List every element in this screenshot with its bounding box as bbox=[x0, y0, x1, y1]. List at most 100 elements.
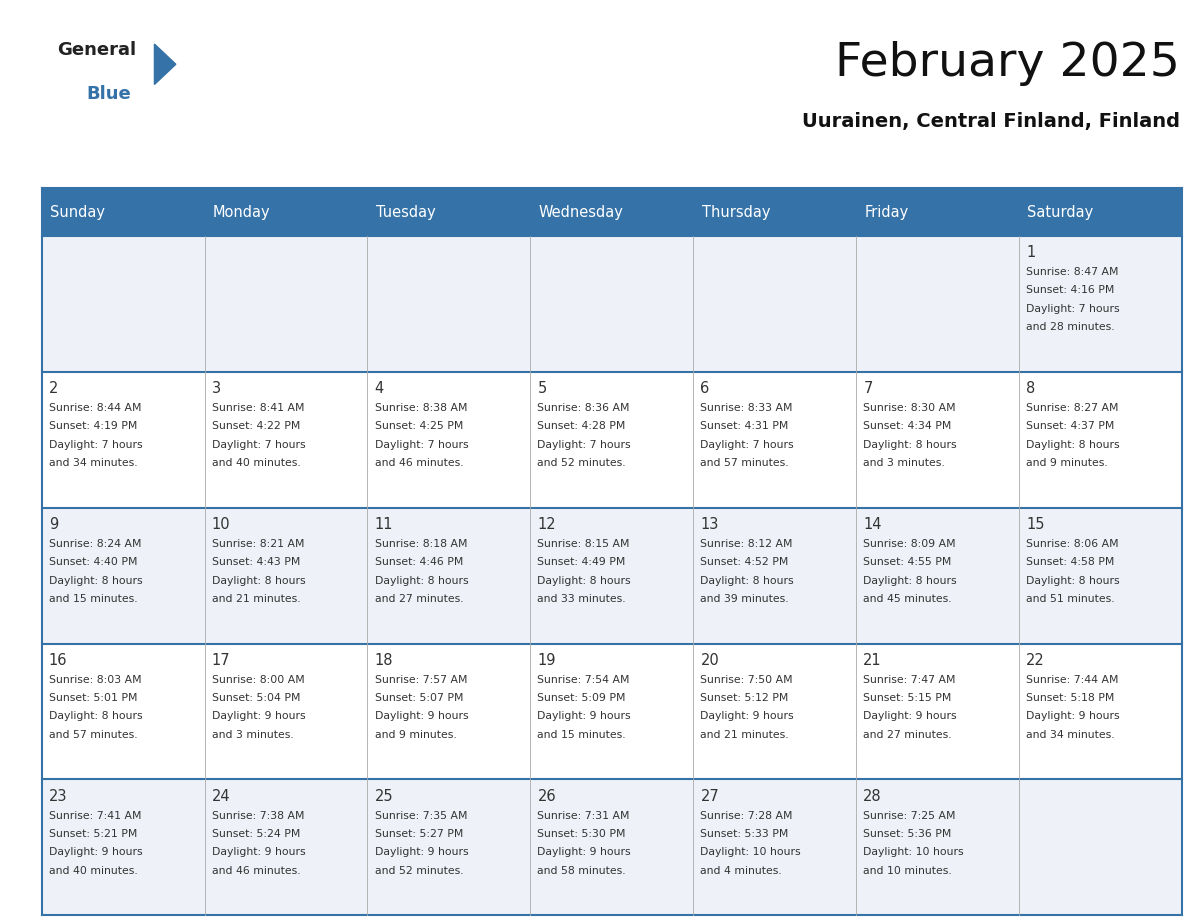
Text: 6: 6 bbox=[701, 381, 709, 396]
Text: Sunset: 4:22 PM: Sunset: 4:22 PM bbox=[211, 421, 301, 431]
Text: Sunset: 4:43 PM: Sunset: 4:43 PM bbox=[211, 557, 301, 567]
Text: 18: 18 bbox=[374, 653, 393, 667]
Text: Daylight: 9 hours: Daylight: 9 hours bbox=[374, 711, 468, 722]
Text: Sunset: 5:21 PM: Sunset: 5:21 PM bbox=[49, 829, 137, 839]
Text: February 2025: February 2025 bbox=[835, 41, 1180, 86]
Text: Sunset: 5:18 PM: Sunset: 5:18 PM bbox=[1026, 693, 1114, 703]
Text: and 51 minutes.: and 51 minutes. bbox=[1026, 594, 1114, 604]
Text: 24: 24 bbox=[211, 789, 230, 803]
Text: and 46 minutes.: and 46 minutes. bbox=[211, 866, 301, 876]
Text: Daylight: 9 hours: Daylight: 9 hours bbox=[211, 711, 305, 722]
Text: Daylight: 8 hours: Daylight: 8 hours bbox=[864, 440, 958, 450]
Text: Sunrise: 7:47 AM: Sunrise: 7:47 AM bbox=[864, 675, 956, 685]
Bar bbox=[42, 644, 1182, 779]
Text: Daylight: 8 hours: Daylight: 8 hours bbox=[1026, 576, 1120, 586]
Text: and 40 minutes.: and 40 minutes. bbox=[211, 458, 301, 468]
Text: Sunset: 4:31 PM: Sunset: 4:31 PM bbox=[701, 421, 789, 431]
Text: Daylight: 8 hours: Daylight: 8 hours bbox=[374, 576, 468, 586]
Text: 28: 28 bbox=[864, 789, 881, 803]
Text: 27: 27 bbox=[701, 789, 719, 803]
Text: Sunrise: 7:41 AM: Sunrise: 7:41 AM bbox=[49, 811, 141, 821]
Text: Daylight: 8 hours: Daylight: 8 hours bbox=[49, 711, 143, 722]
Text: and 21 minutes.: and 21 minutes. bbox=[211, 594, 301, 604]
Text: Tuesday: Tuesday bbox=[375, 205, 436, 219]
Bar bbox=[42, 372, 1182, 508]
Text: Sunset: 4:28 PM: Sunset: 4:28 PM bbox=[537, 421, 626, 431]
Text: Daylight: 8 hours: Daylight: 8 hours bbox=[49, 576, 143, 586]
Text: Daylight: 7 hours: Daylight: 7 hours bbox=[537, 440, 631, 450]
Text: Sunset: 4:55 PM: Sunset: 4:55 PM bbox=[864, 557, 952, 567]
Text: Daylight: 8 hours: Daylight: 8 hours bbox=[1026, 440, 1120, 450]
Text: 14: 14 bbox=[864, 517, 881, 532]
Text: Friday: Friday bbox=[865, 205, 909, 219]
Text: and 39 minutes.: and 39 minutes. bbox=[701, 594, 789, 604]
Text: Sunrise: 8:27 AM: Sunrise: 8:27 AM bbox=[1026, 403, 1119, 413]
Text: Sunrise: 7:28 AM: Sunrise: 7:28 AM bbox=[701, 811, 792, 821]
Text: and 27 minutes.: and 27 minutes. bbox=[374, 594, 463, 604]
Text: Sunset: 5:27 PM: Sunset: 5:27 PM bbox=[374, 829, 463, 839]
Text: Sunrise: 8:38 AM: Sunrise: 8:38 AM bbox=[374, 403, 467, 413]
Text: General: General bbox=[57, 41, 137, 60]
Text: Sunrise: 8:06 AM: Sunrise: 8:06 AM bbox=[1026, 539, 1119, 549]
Text: Daylight: 10 hours: Daylight: 10 hours bbox=[864, 847, 963, 857]
Text: and 21 minutes.: and 21 minutes. bbox=[701, 730, 789, 740]
Text: Sunset: 5:04 PM: Sunset: 5:04 PM bbox=[211, 693, 301, 703]
Text: and 3 minutes.: and 3 minutes. bbox=[864, 458, 946, 468]
Bar bbox=[42, 779, 1182, 915]
Bar bbox=[42, 508, 1182, 644]
Text: Daylight: 7 hours: Daylight: 7 hours bbox=[701, 440, 794, 450]
Text: 5: 5 bbox=[537, 381, 546, 396]
Text: and 40 minutes.: and 40 minutes. bbox=[49, 866, 138, 876]
Text: 13: 13 bbox=[701, 517, 719, 532]
Text: Sunrise: 7:31 AM: Sunrise: 7:31 AM bbox=[537, 811, 630, 821]
Text: Sunrise: 7:44 AM: Sunrise: 7:44 AM bbox=[1026, 675, 1119, 685]
Text: Daylight: 8 hours: Daylight: 8 hours bbox=[701, 576, 794, 586]
Text: Sunrise: 8:12 AM: Sunrise: 8:12 AM bbox=[701, 539, 792, 549]
Text: 2: 2 bbox=[49, 381, 58, 396]
Text: Daylight: 9 hours: Daylight: 9 hours bbox=[1026, 711, 1120, 722]
Text: Sunday: Sunday bbox=[50, 205, 105, 219]
Text: Sunset: 5:36 PM: Sunset: 5:36 PM bbox=[864, 829, 952, 839]
Text: and 27 minutes.: and 27 minutes. bbox=[864, 730, 952, 740]
Text: and 57 minutes.: and 57 minutes. bbox=[701, 458, 789, 468]
Text: and 10 minutes.: and 10 minutes. bbox=[864, 866, 952, 876]
Text: 26: 26 bbox=[537, 789, 556, 803]
Text: Sunrise: 8:30 AM: Sunrise: 8:30 AM bbox=[864, 403, 956, 413]
Text: 12: 12 bbox=[537, 517, 556, 532]
Text: Daylight: 7 hours: Daylight: 7 hours bbox=[374, 440, 468, 450]
Text: 11: 11 bbox=[374, 517, 393, 532]
Text: Daylight: 9 hours: Daylight: 9 hours bbox=[537, 711, 631, 722]
Text: Blue: Blue bbox=[87, 85, 132, 104]
Text: Monday: Monday bbox=[213, 205, 271, 219]
Text: Sunset: 4:25 PM: Sunset: 4:25 PM bbox=[374, 421, 463, 431]
Text: Sunrise: 7:35 AM: Sunrise: 7:35 AM bbox=[374, 811, 467, 821]
Text: Sunrise: 7:25 AM: Sunrise: 7:25 AM bbox=[864, 811, 956, 821]
Text: Thursday: Thursday bbox=[702, 205, 770, 219]
Text: Sunrise: 8:41 AM: Sunrise: 8:41 AM bbox=[211, 403, 304, 413]
Text: Uurainen, Central Finland, Finland: Uurainen, Central Finland, Finland bbox=[802, 112, 1180, 131]
Text: and 3 minutes.: and 3 minutes. bbox=[211, 730, 293, 740]
Text: and 52 minutes.: and 52 minutes. bbox=[537, 458, 626, 468]
Text: Sunset: 4:16 PM: Sunset: 4:16 PM bbox=[1026, 285, 1114, 296]
Text: 15: 15 bbox=[1026, 517, 1044, 532]
Text: Sunset: 5:07 PM: Sunset: 5:07 PM bbox=[374, 693, 463, 703]
Text: Daylight: 8 hours: Daylight: 8 hours bbox=[537, 576, 631, 586]
Text: Daylight: 7 hours: Daylight: 7 hours bbox=[49, 440, 143, 450]
Text: Sunset: 4:52 PM: Sunset: 4:52 PM bbox=[701, 557, 789, 567]
Text: 7: 7 bbox=[864, 381, 873, 396]
Text: Daylight: 8 hours: Daylight: 8 hours bbox=[864, 576, 958, 586]
Text: Sunrise: 8:44 AM: Sunrise: 8:44 AM bbox=[49, 403, 141, 413]
Text: Sunrise: 8:00 AM: Sunrise: 8:00 AM bbox=[211, 675, 304, 685]
Bar bbox=[42, 188, 1182, 236]
Text: 20: 20 bbox=[701, 653, 719, 667]
Text: and 34 minutes.: and 34 minutes. bbox=[49, 458, 138, 468]
Polygon shape bbox=[154, 44, 176, 84]
Text: Sunset: 5:33 PM: Sunset: 5:33 PM bbox=[701, 829, 789, 839]
Text: 22: 22 bbox=[1026, 653, 1045, 667]
Text: and 28 minutes.: and 28 minutes. bbox=[1026, 322, 1114, 332]
Text: 4: 4 bbox=[374, 381, 384, 396]
Text: Wednesday: Wednesday bbox=[538, 205, 624, 219]
Text: Sunset: 5:12 PM: Sunset: 5:12 PM bbox=[701, 693, 789, 703]
Text: Daylight: 9 hours: Daylight: 9 hours bbox=[211, 847, 305, 857]
Text: Saturday: Saturday bbox=[1028, 205, 1094, 219]
